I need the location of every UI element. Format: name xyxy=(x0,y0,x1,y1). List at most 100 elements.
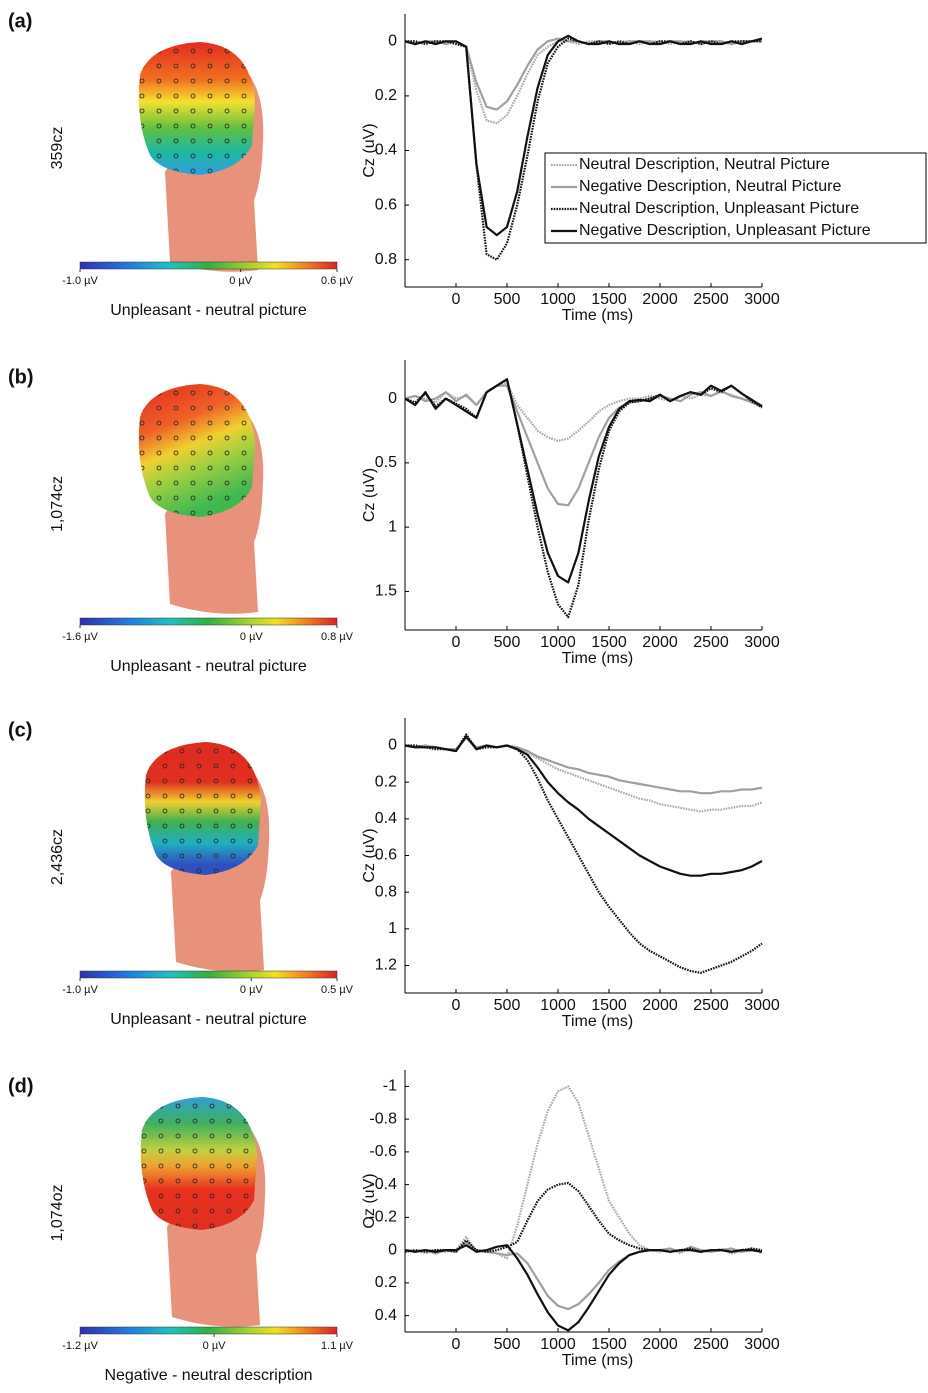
data-line xyxy=(404,735,763,877)
y-tick-label: 0.2 xyxy=(375,1274,397,1291)
electrodes xyxy=(144,742,261,875)
data-line xyxy=(404,378,763,584)
colorbar-label: Unpleasant - neutral picture xyxy=(110,1011,307,1028)
x-tick-label: 0 xyxy=(452,634,461,651)
y-tick-label: 0.8 xyxy=(375,883,397,900)
y-tick-label: 1 xyxy=(388,920,397,937)
colorbar xyxy=(79,1326,338,1335)
colorbar-tick-label: 0.5 µV xyxy=(321,984,354,996)
y-axis-label: Oz (uV) xyxy=(361,1173,378,1228)
x-tick-label: 0 xyxy=(452,291,461,308)
y-tick-label: 1.5 xyxy=(375,583,397,600)
colorbar-tick-label: 0.8 µV xyxy=(321,631,354,643)
x-tick-label: 0 xyxy=(452,1336,461,1353)
data-line xyxy=(404,1244,763,1332)
x-tick-label: 1500 xyxy=(591,997,627,1014)
x-tick-label: 1500 xyxy=(591,291,627,308)
x-tick-label: 2000 xyxy=(642,291,678,308)
x-tick-label: 2500 xyxy=(693,997,729,1014)
x-axis-label: Time (ms) xyxy=(562,307,633,324)
panel-label: (a) xyxy=(8,10,32,32)
head-topography xyxy=(138,42,264,272)
topography-label: 1,074cz xyxy=(49,476,66,532)
legend-box xyxy=(544,152,927,244)
x-tick-label: 1000 xyxy=(540,291,576,308)
colorbar-tick-label: -1.6 µV xyxy=(62,631,98,643)
head-topography xyxy=(140,1097,266,1327)
data-line xyxy=(404,1085,763,1260)
y-tick-label: -0.2 xyxy=(369,1209,397,1226)
x-tick-label: 500 xyxy=(494,997,521,1014)
y-tick-label: 0.6 xyxy=(375,847,397,864)
colorbar-tick-label: 0 µV xyxy=(240,631,264,643)
colorbar-tick-label: -1.0 µV xyxy=(62,984,98,996)
x-axis-label: Time (ms) xyxy=(562,1352,633,1369)
y-tick-label: 0 xyxy=(388,390,397,407)
y-tick-label: 0.2 xyxy=(375,773,397,790)
colorbar-label: Unpleasant - neutral picture xyxy=(110,302,307,319)
y-tick-label: 0 xyxy=(388,1241,397,1258)
data-line xyxy=(404,378,763,619)
x-tick-label: 2500 xyxy=(693,291,729,308)
head-topography xyxy=(138,384,264,614)
legend-label: Negative Description, Neutral Picture xyxy=(579,178,841,195)
x-tick-label: 3000 xyxy=(744,997,780,1014)
x-tick-label: 1000 xyxy=(540,634,576,651)
data-line xyxy=(404,34,763,237)
topography-label: 1,074oz xyxy=(49,1185,66,1242)
x-tick-label: 3000 xyxy=(744,1336,780,1353)
colorbar-tick-label: -1.0 µV xyxy=(62,275,98,287)
x-tick-label: 2500 xyxy=(693,1336,729,1353)
y-tick-label: 1 xyxy=(388,518,397,535)
x-axis-label: Time (ms) xyxy=(562,1013,633,1030)
panel-label: (d) xyxy=(8,1075,34,1097)
y-tick-label: 0.8 xyxy=(375,251,397,268)
x-tick-label: 1000 xyxy=(540,997,576,1014)
y-tick-label: 0.6 xyxy=(375,196,397,213)
y-tick-label: -1 xyxy=(383,1078,397,1095)
colorbar-tick-label: -1.2 µV xyxy=(62,1340,98,1352)
legend-label: Negative Description, Unpleasant Picture xyxy=(579,222,871,239)
y-tick-label: 0 xyxy=(388,737,397,754)
x-tick-label: 2500 xyxy=(693,634,729,651)
x-tick-label: 2000 xyxy=(642,1336,678,1353)
y-tick-label: 1.2 xyxy=(375,957,397,974)
colorbar-label: Unpleasant - neutral picture xyxy=(110,658,307,675)
y-tick-label: -0.6 xyxy=(369,1143,397,1160)
electrodes xyxy=(140,1097,257,1230)
x-tick-label: 500 xyxy=(494,291,521,308)
x-tick-label: 1500 xyxy=(591,1336,627,1353)
y-tick-label: 0.4 xyxy=(375,142,397,159)
y-tick-label: -0.4 xyxy=(369,1176,397,1193)
colorbar xyxy=(79,261,338,270)
x-tick-label: 3000 xyxy=(744,291,780,308)
colorbar-label: Negative - neutral description xyxy=(104,1367,312,1384)
y-tick-label: 0.4 xyxy=(375,810,397,827)
colorbar xyxy=(79,617,338,626)
panel-label: (b) xyxy=(8,366,34,388)
y-tick-label: 0.4 xyxy=(375,1307,397,1324)
x-tick-label: 500 xyxy=(494,1336,521,1353)
data-line xyxy=(404,37,762,111)
y-tick-label: 0.2 xyxy=(375,87,397,104)
x-tick-label: 1500 xyxy=(591,634,627,651)
electrodes xyxy=(138,384,255,517)
data-line xyxy=(404,1240,763,1311)
data-line xyxy=(404,1181,763,1253)
colorbar-tick-label: 0 µV xyxy=(240,984,264,996)
x-tick-label: 0 xyxy=(452,997,461,1014)
x-tick-label: 2000 xyxy=(642,997,678,1014)
data-line xyxy=(405,40,762,125)
topography-label: 359cz xyxy=(49,127,66,170)
x-axis-label: Time (ms) xyxy=(562,650,633,667)
data-line xyxy=(404,384,763,507)
y-axis-label: Cz (uV) xyxy=(361,123,378,177)
x-tick-label: 3000 xyxy=(744,634,780,651)
colorbar-tick-label: 0 µV xyxy=(229,275,253,287)
data-line xyxy=(404,382,763,443)
y-tick-label: 0 xyxy=(388,33,397,50)
y-tick-label: -0.8 xyxy=(369,1110,397,1127)
head-topography xyxy=(144,742,270,972)
